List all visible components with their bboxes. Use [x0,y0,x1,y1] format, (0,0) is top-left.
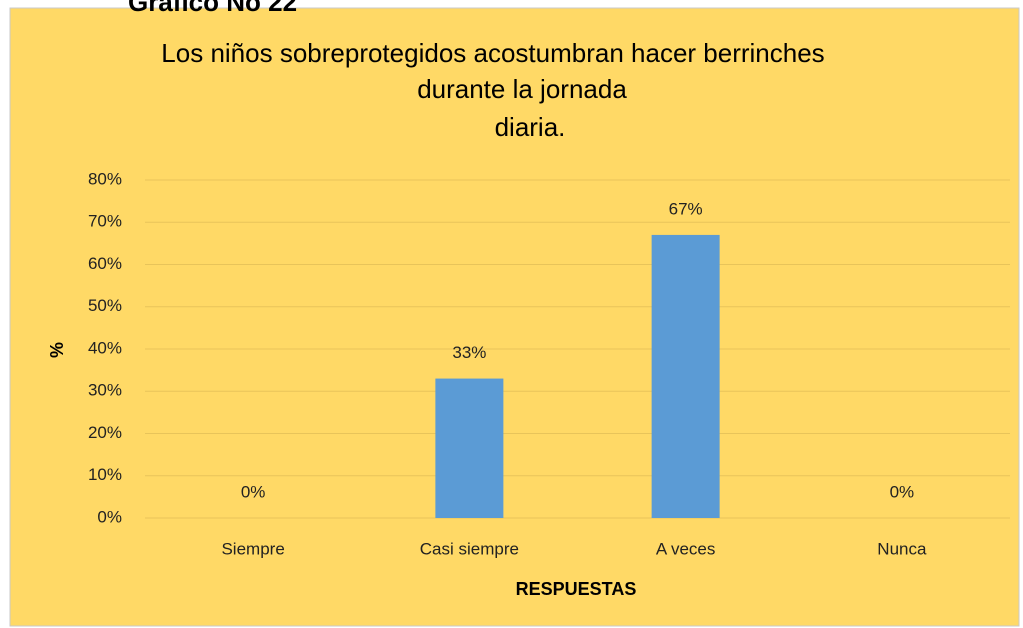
chart-background [9,7,1020,627]
data-label: 33% [452,343,486,362]
x-tick-label: A veces [656,539,716,558]
y-tick-label: 70% [88,212,122,231]
bar [651,234,720,519]
data-label: 67% [669,199,703,218]
x-tick-label: Siempre [221,539,284,558]
y-tick-label: 0% [97,507,122,526]
y-tick-label: 20% [88,423,122,442]
data-label: 0% [241,482,266,501]
y-axis-label: % [47,342,67,358]
y-tick-label: 50% [88,296,122,315]
y-tick-label: 10% [88,465,122,484]
bar [435,378,504,518]
y-tick-label: 60% [88,254,122,273]
heading: Gráfico No 22 [128,0,297,17]
y-tick-label: 30% [88,381,122,400]
chart-title: diaria. [495,112,566,142]
x-tick-label: Nunca [877,539,927,558]
y-tick-label: 40% [88,338,122,357]
y-tick-label: 80% [88,169,122,188]
data-label: 0% [890,482,915,501]
x-axis-label: RESPUESTAS [516,579,637,599]
chart-title: durante la jornada [417,74,627,104]
x-tick-label: Casi siempre [420,539,519,558]
chart-title: Los niños sobreprotegidos acostumbran ha… [161,38,824,68]
